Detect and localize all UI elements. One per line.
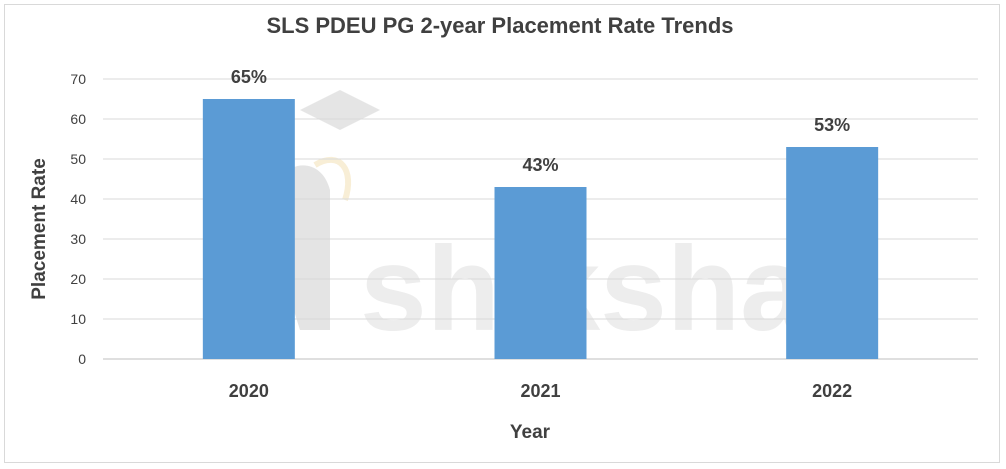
y-tick-label: 70	[70, 71, 86, 87]
x-tick-label: 2020	[229, 381, 269, 401]
y-tick-label: 40	[70, 191, 86, 207]
y-tick-label: 0	[78, 351, 86, 367]
bar-2021	[494, 187, 587, 359]
y-tick-label: 20	[70, 271, 86, 287]
chart-title: SLS PDEU PG 2-year Placement Rate Trends	[266, 13, 733, 38]
bar-2020	[202, 99, 295, 359]
y-axis-title: Placement Rate	[29, 158, 50, 300]
y-tick-label: 30	[70, 231, 86, 247]
y-tick-label: 60	[70, 111, 86, 127]
x-tick-label: 2022	[812, 381, 852, 401]
data-label-2020: 65%	[231, 67, 267, 87]
x-axis-title: Year	[510, 422, 551, 443]
bar-2022	[786, 147, 879, 359]
data-labels: 65% 43% 53%	[231, 67, 850, 175]
bars	[202, 99, 879, 359]
data-label-2021: 43%	[522, 155, 558, 175]
data-label-2022: 53%	[814, 115, 850, 135]
x-tick-label: 2021	[520, 381, 560, 401]
y-tick-label: 50	[70, 151, 86, 167]
y-tick-label: 10	[70, 311, 86, 327]
y-axis-ticks: 0 10 20 30 40 50 60 70	[70, 71, 86, 367]
x-axis-ticks: 2020 2021 2022	[229, 381, 852, 401]
